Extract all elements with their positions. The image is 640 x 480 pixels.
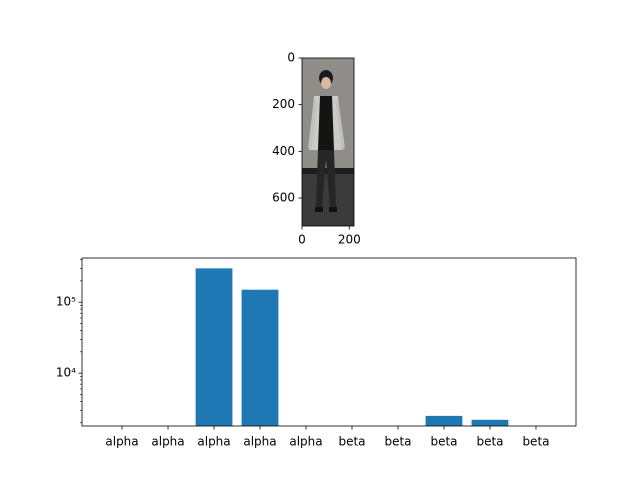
- y-tick-label: 600: [272, 191, 295, 205]
- x-tick-label: beta: [384, 435, 411, 449]
- x-tick-label: alpha: [197, 435, 230, 449]
- photo-legs: [316, 150, 336, 208]
- x-tick-label: beta: [476, 435, 503, 449]
- axes-layer: 0 200 0 200 400 600 alpha alpha alpha alpha alpha b…: [56, 51, 577, 449]
- x-tick-label: alpha: [105, 435, 138, 449]
- photo-shoe: [329, 207, 337, 212]
- photo-shoe: [315, 207, 323, 212]
- x-tick-label: alpha: [243, 435, 276, 449]
- y-tick-label: 0: [287, 51, 295, 65]
- x-tick-label: alpha: [151, 435, 184, 449]
- y-tick-label: 200: [272, 97, 295, 111]
- bar: [425, 415, 463, 426]
- photo-face: [321, 77, 331, 89]
- x-tick-label: beta: [430, 435, 457, 449]
- bar: [195, 268, 233, 426]
- photo-shirt: [318, 96, 334, 150]
- x-tick-label: alpha: [289, 435, 322, 449]
- y-tick-label: 10⁵: [56, 295, 76, 309]
- x-tick-label: 200: [338, 233, 361, 247]
- x-tick-label: 0: [298, 233, 306, 247]
- bar: [471, 419, 509, 426]
- axes-frame: [301, 57, 355, 227]
- axes-frame: [81, 257, 577, 427]
- bar: [241, 289, 279, 426]
- x-tick-label: beta: [338, 435, 365, 449]
- x-tick-label: beta: [522, 435, 549, 449]
- y-tick-label: 400: [272, 144, 295, 158]
- photo-sleeves: [308, 98, 345, 149]
- y-tick-label: 10⁴: [56, 366, 76, 380]
- photo: [302, 58, 354, 226]
